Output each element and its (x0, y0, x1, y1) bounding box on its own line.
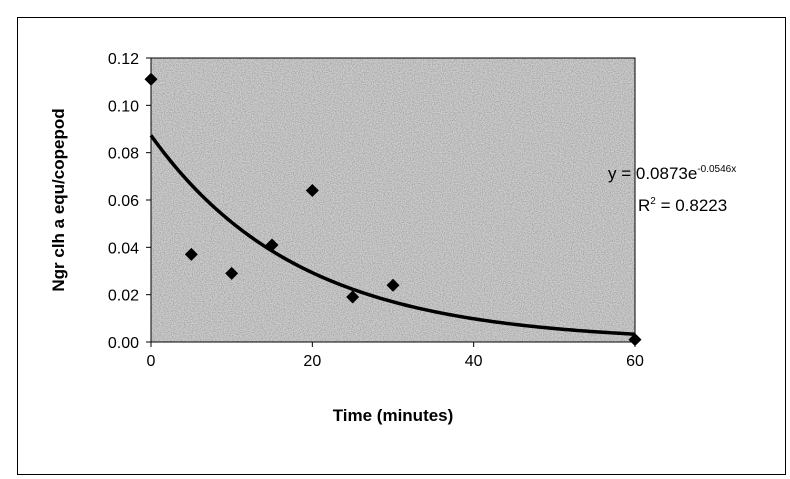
y-axis: 0.00 0.02 0.04 0.06 0.08 0.10 0.12 (108, 51, 151, 352)
equation-main: y = 0.0873e (608, 164, 697, 183)
y-tick-label: 0.06 (108, 193, 139, 210)
data-point-marker (628, 333, 642, 347)
data-point-marker (265, 238, 279, 252)
equation-exponent: -0.0546x (697, 164, 736, 175)
y-tick-label: 0.08 (108, 146, 139, 163)
plot-texture (151, 58, 635, 342)
y-tick-label: 0.02 (108, 288, 139, 305)
x-tick-label: 60 (626, 353, 644, 370)
y-axis-title: Ngr clh a equ/copepod (49, 108, 68, 291)
x-axis: 0 20 40 60 (147, 342, 644, 370)
trendline (149, 134, 636, 336)
y-tick-label: 0.12 (108, 51, 139, 68)
y-tick-label: 0.00 (108, 335, 139, 352)
r-squared-label: R (638, 196, 650, 215)
plot-area (150, 57, 636, 343)
svg-text:R2 = 0.8223: R2 = 0.8223 (638, 196, 727, 215)
x-tick-label: 20 (303, 353, 321, 370)
data-point-marker (184, 247, 198, 261)
svg-text:y = 0.0873e-0.0546x: y = 0.0873e-0.0546x (608, 164, 736, 183)
data-point-marker (305, 184, 319, 198)
y-tick-label: 0.10 (108, 98, 139, 115)
chart-frame: 0.00 0.02 0.04 0.06 0.08 0.10 0.12 0 20 40 60 Tim… (17, 17, 786, 475)
data-point-marker (144, 72, 158, 86)
y-tick-label: 0.04 (108, 240, 139, 257)
x-tick-label: 40 (465, 353, 483, 370)
r-squared-sup: 2 (650, 196, 656, 207)
x-tick-label: 0 (147, 353, 156, 370)
data-markers (144, 72, 642, 347)
data-point-marker (386, 278, 400, 292)
r-squared-value: = 0.8223 (656, 196, 727, 215)
data-point-marker (346, 290, 360, 304)
data-point-marker (225, 266, 239, 280)
chart-svg: 0.00 0.02 0.04 0.06 0.08 0.10 0.12 0 20 40 60 Tim… (49, 51, 736, 425)
trend-equation: y = 0.0873e-0.0546x R2 = 0.8223 (608, 164, 736, 215)
x-axis-title: Time (minutes) (333, 406, 454, 425)
